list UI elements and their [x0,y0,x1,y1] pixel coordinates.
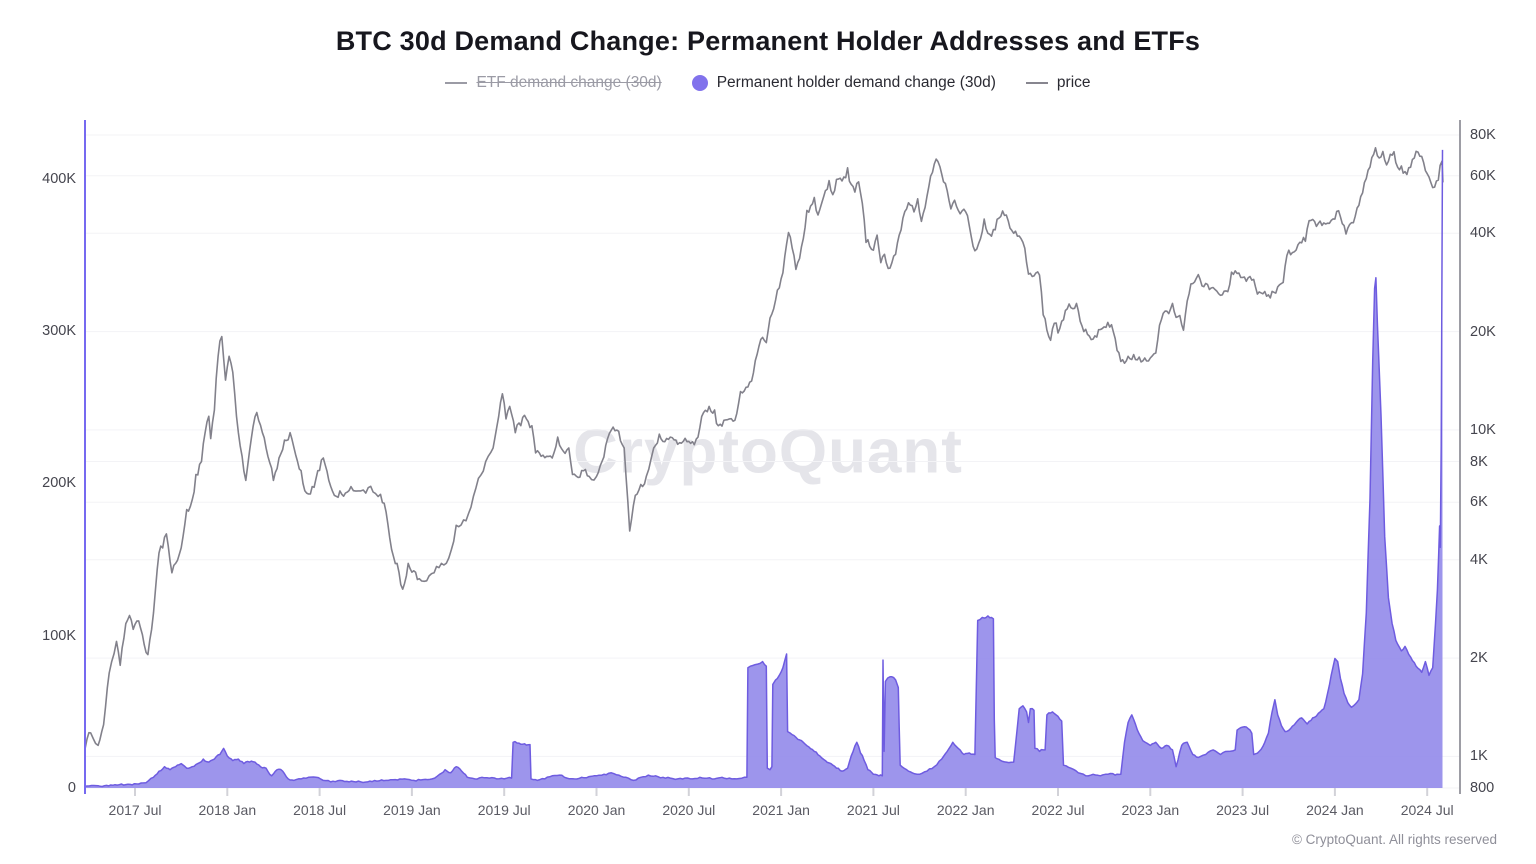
x-tick-label: 2017 Jul [108,802,162,818]
y-right-tick-label: 800 [1470,780,1495,796]
y-left-tick-label: 100K [42,627,76,644]
y-right-tick-label: 2K [1470,650,1488,667]
y-right-tick-label: 20K [1470,323,1496,340]
legend-item-etf-demand[interactable]: ETF demand change (30d) [445,74,662,92]
line-marker-icon [1025,82,1048,84]
legend-item-permanent-holder-demand[interactable]: Permanent holder demand change (30d) [691,74,996,92]
x-tick-label: 2019 Jul [477,802,531,818]
x-tick-label: 2024 Jul [1400,802,1454,818]
x-tick-label: 2023 Jan [1121,802,1180,818]
y-left-tick-label: 300K [42,323,76,340]
circle-marker-icon [691,75,708,91]
y-left-tick-label: 0 [67,780,76,796]
cryptoquant-watermark: CryptoQuant [573,417,963,487]
x-tick-label: 2022 Jul [1031,802,1085,818]
y-right-tick-label: 4K [1470,551,1488,568]
legend-label: price [1056,74,1091,91]
legend-label: ETF demand change (30d) [476,74,662,91]
x-tick-label: 2022 Jan [936,802,995,818]
legend-label: Permanent holder demand change (30d) [716,74,996,91]
y-right-tick-label: 80K [1470,127,1496,143]
y-left-tick-label: 200K [42,475,76,492]
y-right-tick-label: 6K [1470,494,1488,511]
page-title: BTC 30d Demand Change: Permanent Holder … [335,26,1201,56]
y-right-tick-label: 1K [1470,748,1488,765]
y-right-tick-label: 60K [1470,167,1496,184]
y-left-tick-label: 400K [42,170,76,187]
x-tick-label: 2021 Jan [752,802,810,818]
x-tick-label: 2020 Jul [662,802,716,818]
y-right-tick-label: 10K [1470,421,1496,438]
legend-item-price[interactable]: price [1025,74,1091,92]
copyright-notice: © CryptoQuant. All rights reserved [1291,832,1497,847]
x-tick-label: 2018 Jan [198,802,257,818]
x-tick-label: 2018 Jul [293,802,347,818]
y-right-tick-label: 40K [1470,225,1496,242]
chart-legend: ETF demand change (30d) Permanent holder… [0,74,1536,92]
x-tick-label: 2024 Jan [1306,802,1364,818]
x-tick-label: 2021 Jul [846,802,900,818]
line-marker-icon [445,82,468,84]
x-tick-label: 2023 Jul [1216,802,1270,818]
y-right-tick-label: 8K [1470,453,1488,470]
x-tick-label: 2020 Jan [567,802,626,818]
x-tick-label: 2019 Jan [383,802,441,818]
